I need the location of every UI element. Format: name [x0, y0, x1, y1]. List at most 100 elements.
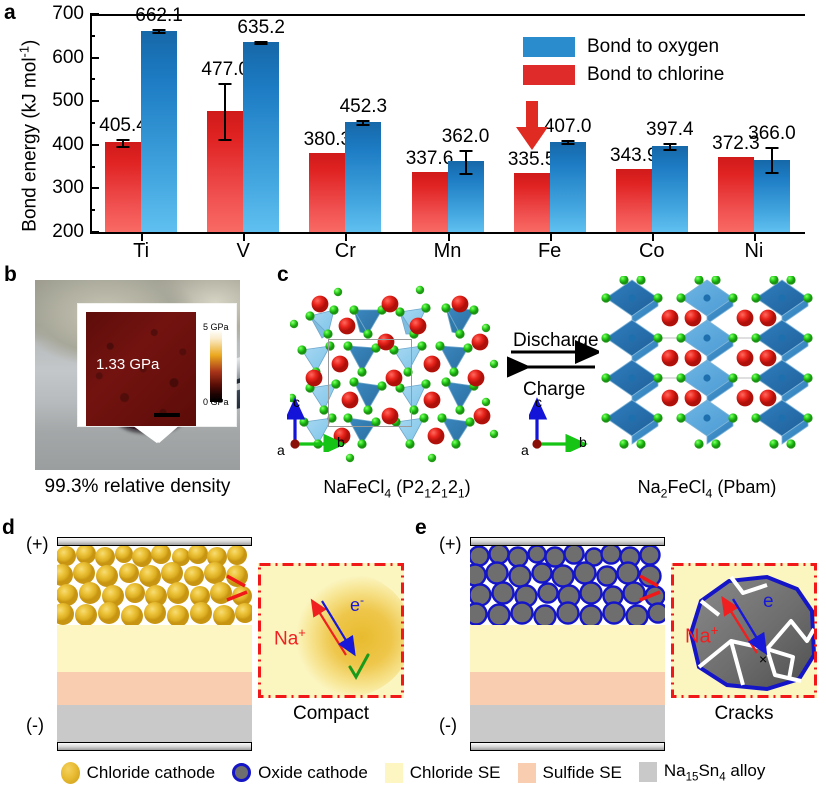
- error-bar-cap: [152, 29, 166, 32]
- reaction-arrows: [504, 320, 602, 400]
- legend-label-oxide-cathode: Oxide cathode: [258, 762, 368, 782]
- legend-label-sulfide-se: Sulfide SE: [542, 762, 622, 782]
- error-bar-cap: [218, 83, 232, 86]
- chloride-se-layer-e: [470, 625, 665, 672]
- bar-mn-chlorine: [411, 172, 448, 232]
- chloride-cathode-particles: [57, 546, 252, 625]
- y-tick-major: [90, 13, 99, 15]
- error-bar-cap: [561, 140, 575, 143]
- bar-co-oxygen: [651, 145, 688, 232]
- error-bar: [224, 83, 227, 140]
- crystal-structure-nafecl4: [290, 285, 499, 463]
- negative-terminal-label-d: (-): [26, 715, 44, 735]
- figure-legend: Chloride cathode Oxide cathode Chloride …: [0, 752, 826, 793]
- positive-terminal-label-d: (+): [26, 534, 49, 554]
- cross-mark-icon: ×: [759, 651, 768, 667]
- chloride-se-layer-d: [57, 625, 252, 672]
- error-bar-cap: [459, 149, 472, 152]
- bar-value-label: 335.5: [507, 148, 556, 170]
- error-bar-cap: [356, 120, 370, 123]
- afm-modulus-value: 1.33 GPa: [96, 356, 160, 373]
- y-tick-minor: [90, 122, 95, 124]
- y-axis-tick-labels: 200 300 400 500 600 700: [0, 0, 84, 250]
- chloride-cathode-layer: [57, 546, 252, 625]
- y-tick-label: 200: [52, 221, 84, 242]
- bar-value-label: 380.3: [303, 129, 352, 151]
- afm-modulus-map-inset: 1.33 GPa 5 GPa 0 GPa: [78, 304, 236, 426]
- bar-fe-oxygen: [549, 141, 586, 232]
- error-bar-cap: [663, 142, 677, 145]
- callout-leader-e: [639, 574, 661, 602]
- x-tick-label-ni: Ni: [744, 240, 764, 262]
- x-tick: [651, 234, 654, 241]
- panel-c-crystal-structures: c: [275, 262, 826, 517]
- panel-d-chloride-cell: d (+) (-): [0, 517, 413, 751]
- legend-swatch-chlorine: [523, 65, 575, 85]
- x-tick-label-v: V: [236, 240, 250, 262]
- y-tick-major: [90, 100, 99, 103]
- bar-value-label: 372.3: [712, 132, 760, 154]
- y-tick-minor: [90, 78, 95, 81]
- legend-item-chloride-cathode: Chloride cathode: [60, 761, 215, 784]
- positive-current-collector-d: [57, 537, 252, 546]
- legend-item-sulfide-se: Sulfide SE: [517, 762, 622, 783]
- axes-indicator-left: [287, 397, 346, 452]
- colorbar-min-label: 0 GPa: [203, 397, 229, 407]
- positive-terminal-label-e: (+): [439, 534, 462, 554]
- legend-item-chloride-se: Chloride SE: [384, 762, 501, 783]
- inset-cracked-particle: Na+ e ×: [671, 563, 817, 698]
- panel-b-caption: 99.3% relative density: [44, 476, 231, 497]
- y-tick-major: [90, 187, 99, 190]
- x-tick-label-ti: Ti: [133, 240, 150, 262]
- legend-label-oxygen: Bond to oxygen: [587, 36, 720, 57]
- afm-scale-bar: [154, 413, 180, 417]
- legend-label-chloride-se: Chloride SE: [409, 762, 501, 782]
- y-tick-label: 700: [52, 3, 84, 24]
- x-tick: [141, 234, 144, 241]
- y-tick-major: [90, 231, 99, 233]
- y-tick-minor: [90, 165, 95, 168]
- x-axis-line: [90, 232, 805, 234]
- y-tick-label: 400: [52, 133, 84, 155]
- caption-na2fecl4: Na2FeCl4 (Pbam): [637, 477, 777, 501]
- legend-swatch-oxide-cathode: [232, 763, 252, 782]
- bar-value-label: 662.1: [135, 5, 183, 27]
- bar-value-label: 362.0: [441, 125, 490, 147]
- pellet-photograph: 1.33 GPa 5 GPa 0 GPa: [35, 280, 240, 470]
- y-tick-minor: [90, 34, 95, 37]
- legend-item-chlorine: Bond to chlorine: [523, 64, 724, 86]
- unit-cell-outline: [328, 339, 412, 427]
- error-bar-cap: [152, 31, 166, 34]
- bar-value-label: 452.3: [339, 96, 388, 118]
- bar-fe-chlorine: [513, 172, 550, 232]
- legend-label-chlorine: Bond to chlorine: [587, 64, 725, 85]
- y-axis-title: Bond energy (kJ mol-1): [16, 39, 41, 232]
- error-bar-cap: [765, 172, 779, 175]
- inset-caption-cracks: Cracks: [714, 703, 774, 724]
- x-tick: [447, 234, 450, 241]
- bar-value-label: 405.4: [99, 114, 147, 136]
- inset-compact-particle: Na+ e-: [258, 563, 404, 698]
- axis-label-c-right: c: [535, 394, 542, 410]
- error-bar: [464, 149, 467, 174]
- x-tick: [549, 234, 552, 241]
- bar-ti-oxygen: [141, 30, 178, 232]
- y-tick-label: 300: [52, 177, 84, 199]
- panel-letter-e: e: [415, 516, 427, 539]
- x-tick: [345, 234, 348, 241]
- sulfide-se-layer-d: [57, 672, 252, 705]
- caption-nafecl4: NaFeCl4 (P212121): [323, 477, 471, 501]
- error-bar-cap: [254, 43, 268, 46]
- axis-label-a-left: a: [277, 442, 285, 458]
- negative-current-collector-d: [57, 742, 252, 751]
- error-bar-cap: [356, 123, 370, 126]
- bar-value-label: 337.6: [405, 148, 454, 169]
- error-bar-cap: [116, 138, 130, 141]
- charge-label: Charge: [523, 379, 586, 400]
- bar-value-label: 343.9: [610, 145, 658, 167]
- error-bar-cap: [561, 143, 575, 146]
- y-tick-major: [90, 143, 99, 146]
- y-tick-label: 500: [52, 90, 84, 112]
- sulfide-se-layer-e: [470, 672, 665, 705]
- error-bar: [668, 142, 671, 149]
